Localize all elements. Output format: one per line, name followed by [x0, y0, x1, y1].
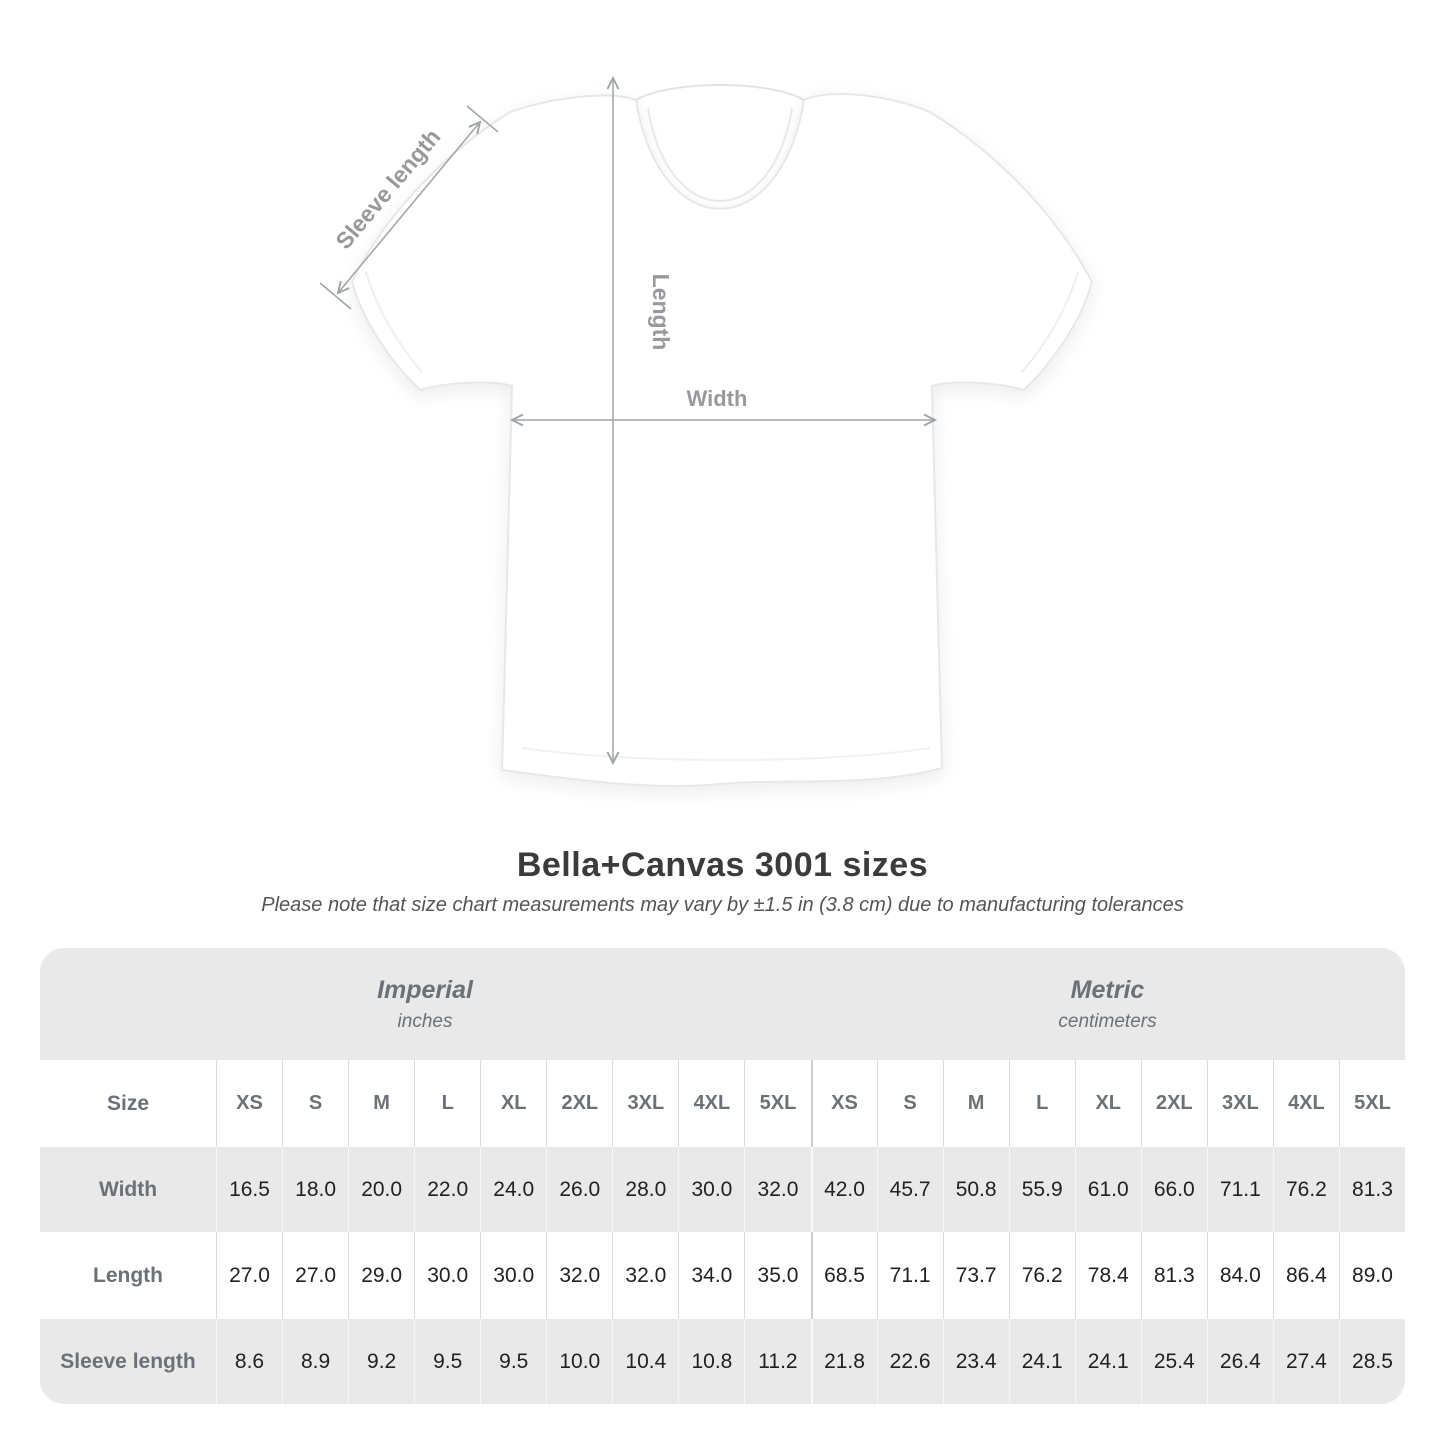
measurement-cell: 30.0 [414, 1232, 481, 1319]
measurement-cell: 81.3 [1140, 1232, 1207, 1319]
measurement-cell: 32.0 [546, 1232, 613, 1319]
measurement-cell: 45.7 [876, 1147, 943, 1232]
measurement-cell: 9.5 [480, 1319, 547, 1404]
measurement-cell: 42.0 [810, 1147, 877, 1232]
measurement-cell: 28.5 [1338, 1319, 1405, 1404]
measurement-cell: 29.0 [348, 1232, 415, 1319]
measurement-cell: 32.0 [612, 1232, 679, 1319]
size-header: XL [480, 1060, 547, 1147]
size-header: L [1008, 1060, 1075, 1147]
sleeve-length-arrow [319, 105, 499, 310]
measurement-cell: 10.0 [546, 1319, 613, 1404]
collar-back-line [635, 84, 805, 101]
measurement-cell: 8.6 [216, 1319, 283, 1404]
tshirt-figure: Sleeve length Length Width [319, 75, 1094, 788]
measurement-cell: 11.2 [744, 1319, 811, 1404]
measurement-cell: 78.4 [1074, 1232, 1141, 1319]
right-sleeve-hem [1021, 271, 1079, 373]
size-chart-table: Imperial inches Metric centimeters Size X… [40, 948, 1405, 1404]
measurement-cell: 28.0 [612, 1147, 679, 1232]
measurement-cell: 71.1 [1206, 1147, 1273, 1232]
size-header: L [414, 1060, 481, 1147]
measurement-cell: 89.0 [1338, 1232, 1405, 1319]
row-label: Sleeve length [40, 1319, 216, 1404]
page-subtitle: Please note that size chart measurements… [261, 894, 1184, 916]
measurement-cell: 66.0 [1140, 1147, 1207, 1232]
measurement-cell: 32.0 [744, 1147, 811, 1232]
size-header: S [876, 1060, 943, 1147]
measurement-cell: 71.1 [876, 1232, 943, 1319]
measurement-cell: 68.5 [810, 1232, 877, 1319]
measurement-cell: 86.4 [1272, 1232, 1339, 1319]
measurement-cell: 27.0 [282, 1232, 349, 1319]
measurement-grid: Size XS S M L XL 2XL 3XL 4XL 5XL XS S M L XL 2XL 3XL 4XL 5… [40, 1060, 1405, 1404]
measurement-cell: 73.7 [942, 1232, 1009, 1319]
measurement-cell: 50.8 [942, 1147, 1009, 1232]
size-header: 2XL [546, 1060, 613, 1147]
imperial-title: Imperial [377, 975, 473, 1004]
row-label: Length [40, 1232, 216, 1319]
measurement-cell: 26.4 [1206, 1319, 1273, 1404]
length-label: Length [648, 274, 674, 351]
size-column-title: Size [40, 1060, 216, 1147]
measurement-cell: 27.0 [216, 1232, 283, 1319]
size-header: 4XL [678, 1060, 745, 1147]
size-header: M [348, 1060, 415, 1147]
measurement-cell: 55.9 [1008, 1147, 1075, 1232]
row-label: Width [40, 1147, 216, 1232]
metric-header: Metric centimeters [810, 948, 1405, 1060]
size-header: M [942, 1060, 1009, 1147]
page-title: Bella+Canvas 3001 sizes [516, 846, 929, 884]
measurement-cell: 24.1 [1074, 1319, 1141, 1404]
size-header: XL [1074, 1060, 1141, 1147]
measurement-cell: 30.0 [678, 1147, 745, 1232]
size-header: XS [810, 1060, 877, 1147]
size-header: 3XL [612, 1060, 679, 1147]
size-header: S [282, 1060, 349, 1147]
measurement-cell: 35.0 [744, 1232, 811, 1319]
measurement-cell: 25.4 [1140, 1319, 1207, 1404]
measurement-cell: 76.2 [1008, 1232, 1075, 1319]
size-header: 4XL [1272, 1060, 1339, 1147]
measurement-cell: 26.0 [546, 1147, 613, 1232]
width-label: Width [687, 386, 748, 411]
collar-inner-line [647, 107, 793, 202]
measurement-cell: 34.0 [678, 1232, 745, 1319]
measurement-cell: 22.6 [876, 1319, 943, 1404]
bottom-hem-line [521, 747, 931, 761]
imperial-header: Imperial inches [40, 948, 810, 1060]
measurement-cell: 81.3 [1338, 1147, 1405, 1232]
measurement-cell: 8.9 [282, 1319, 349, 1404]
tshirt-diagram: Sleeve length Length Width [280, 60, 1160, 820]
measurement-cell: 21.8 [810, 1319, 877, 1404]
size-header: 5XL [744, 1060, 811, 1147]
measurement-cell: 24.1 [1008, 1319, 1075, 1404]
size-header: 3XL [1206, 1060, 1273, 1147]
size-header: XS [216, 1060, 283, 1147]
metric-title: Metric [1070, 975, 1145, 1004]
size-header: 2XL [1140, 1060, 1207, 1147]
size-header: 5XL [1338, 1060, 1405, 1147]
unit-header-row: Imperial inches Metric centimeters [40, 948, 1405, 1060]
measurement-cell: 24.0 [480, 1147, 547, 1232]
measurement-cell: 10.8 [678, 1319, 745, 1404]
measurement-cell: 9.5 [414, 1319, 481, 1404]
measurement-cell: 84.0 [1206, 1232, 1273, 1319]
measurement-cell: 18.0 [282, 1147, 349, 1232]
measurement-cell: 16.5 [216, 1147, 283, 1232]
measurement-cell: 23.4 [942, 1319, 1009, 1404]
measurement-cell: 27.4 [1272, 1319, 1339, 1404]
measurement-cell: 30.0 [480, 1232, 547, 1319]
measurement-cell: 61.0 [1074, 1147, 1141, 1232]
tshirt-outline [350, 84, 1094, 788]
measurement-cell: 9.2 [348, 1319, 415, 1404]
measurement-cell: 20.0 [348, 1147, 415, 1232]
imperial-unit: inches [397, 1010, 453, 1032]
measurement-cell: 76.2 [1272, 1147, 1339, 1232]
measurement-cell: 22.0 [414, 1147, 481, 1232]
metric-unit: centimeters [1058, 1010, 1157, 1032]
measurement-cell: 10.4 [612, 1319, 679, 1404]
